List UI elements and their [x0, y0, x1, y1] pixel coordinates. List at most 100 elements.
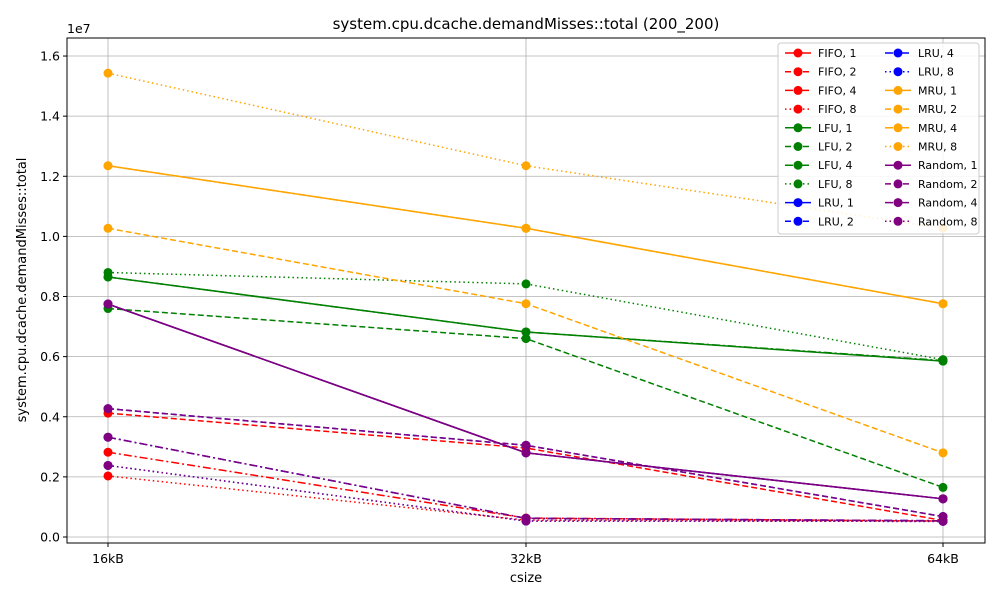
y-tick-label: 1.0: [40, 229, 60, 244]
chart-title: system.cpu.dcache.demandMisses::total (2…: [333, 15, 720, 34]
x-axis-ticks: 16kB 32kB 64kB: [92, 543, 959, 566]
data-point: [103, 432, 113, 442]
data-point: [938, 516, 948, 526]
legend-label: LRU, 2: [818, 215, 854, 228]
legend-marker: [893, 160, 903, 170]
series-line: [107, 475, 944, 522]
legend-item: Random, 8: [885, 215, 978, 228]
series-lines: [103, 68, 948, 526]
legend-marker: [893, 216, 903, 226]
legend-marker: [793, 85, 803, 95]
y-axis-offset-label: 1e7: [67, 21, 91, 36]
series-line: [107, 464, 944, 523]
series-random-2: [103, 404, 948, 522]
data-point: [521, 440, 531, 450]
legend-label: FIFO, 2: [818, 66, 857, 79]
legend-item: Random, 4: [885, 197, 978, 210]
legend-marker: [893, 142, 903, 151]
legend-item: Random, 1: [885, 159, 978, 172]
legend-label: MRU, 2: [918, 103, 957, 116]
legend-label: LFU, 2: [818, 141, 853, 154]
data-point: [521, 327, 531, 337]
legend-label: LFU, 8: [818, 178, 853, 191]
legend-label: MRU, 8: [918, 141, 957, 154]
legend-label: LFU, 1: [818, 122, 853, 135]
data-point: [521, 334, 531, 344]
legend-label: LFU, 4: [818, 159, 853, 172]
data-point: [103, 223, 113, 233]
data-point: [521, 223, 531, 233]
x-tick-label: 32kB: [510, 551, 542, 566]
legend-label: FIFO, 8: [818, 103, 857, 116]
legend-marker: [793, 48, 803, 58]
legend-item: MRU, 4: [885, 122, 957, 135]
data-point: [938, 355, 948, 365]
data-point: [938, 482, 948, 492]
legend-marker: [793, 104, 803, 114]
y-tick-label: 0.8: [40, 289, 60, 304]
legend-label: Random, 2: [918, 178, 978, 191]
data-point: [103, 161, 113, 171]
y-tick-label: 1.2: [40, 169, 60, 184]
legend-marker: [893, 48, 903, 58]
legend-marker: [793, 67, 803, 77]
data-point: [103, 404, 113, 414]
data-point: [103, 447, 113, 457]
data-point: [103, 471, 113, 481]
legend-marker: [893, 104, 903, 114]
legend-marker: [793, 198, 803, 208]
legend-marker: [793, 216, 803, 226]
legend-label: Random, 1: [918, 159, 978, 172]
legend-marker: [893, 179, 903, 189]
legend-item: LRU, 2: [785, 215, 854, 228]
x-tick-label: 16kB: [92, 551, 124, 566]
y-tick-label: 1.4: [40, 109, 60, 124]
data-point: [103, 267, 113, 277]
data-point: [103, 460, 113, 470]
legend-item: LFU, 8: [785, 178, 853, 191]
data-point: [938, 448, 948, 458]
legend-item: LRU, 8: [885, 66, 954, 79]
y-tick-label: 0.2: [40, 469, 60, 484]
legend-marker: [793, 123, 803, 133]
series-mru-4: [103, 161, 948, 309]
y-tick-label: 0.0: [40, 529, 60, 544]
legend: FIFO, 1 FIFO, 2 FIFO, 4 FIFO, 8 LFU, 1 LFU, 2…: [777, 42, 980, 235]
data-point: [521, 161, 531, 171]
legend-label: LRU, 8: [918, 66, 954, 79]
legend-marker: [893, 123, 903, 133]
x-tick-label: 64kB: [927, 551, 959, 566]
legend-item: MRU, 8: [885, 141, 957, 154]
legend-item: FIFO, 2: [785, 66, 857, 79]
legend-marker: [893, 198, 903, 208]
legend-item: LFU, 4: [785, 159, 853, 172]
legend-label: FIFO, 1: [818, 47, 857, 60]
legend-item: Random, 2: [885, 178, 978, 191]
legend-item: FIFO, 1: [785, 47, 857, 60]
legend-label: LRU, 4: [918, 47, 954, 60]
legend-item: MRU, 1: [885, 84, 957, 97]
legend-item: FIFO, 4: [785, 84, 857, 97]
y-tick-label: 1.6: [40, 49, 60, 64]
legend-label: LRU, 1: [818, 197, 854, 210]
series-random-8: [103, 460, 948, 526]
data-point: [521, 299, 531, 309]
legend-item: LFU, 2: [785, 141, 853, 154]
y-tick-label: 0.6: [40, 349, 60, 364]
y-axis-ticks: 0.0 0.2 0.4 0.6 0.8 1.0 1.2 1.4 1.6: [40, 49, 67, 544]
legend-item: MRU, 2: [885, 103, 957, 116]
legend-item: FIFO, 8: [785, 103, 857, 116]
legend-item: LRU, 1: [785, 197, 854, 210]
legend-box: [777, 42, 980, 235]
legend-label: FIFO, 4: [818, 84, 857, 97]
data-point: [938, 494, 948, 504]
data-point: [521, 448, 531, 458]
data-point: [521, 516, 531, 526]
legend-marker: [893, 67, 903, 77]
y-tick-label: 0.4: [40, 409, 60, 424]
series-mru-2: [103, 223, 948, 458]
data-point: [938, 299, 948, 309]
legend-label: MRU, 1: [918, 84, 957, 97]
legend-label: Random, 4: [918, 197, 978, 210]
